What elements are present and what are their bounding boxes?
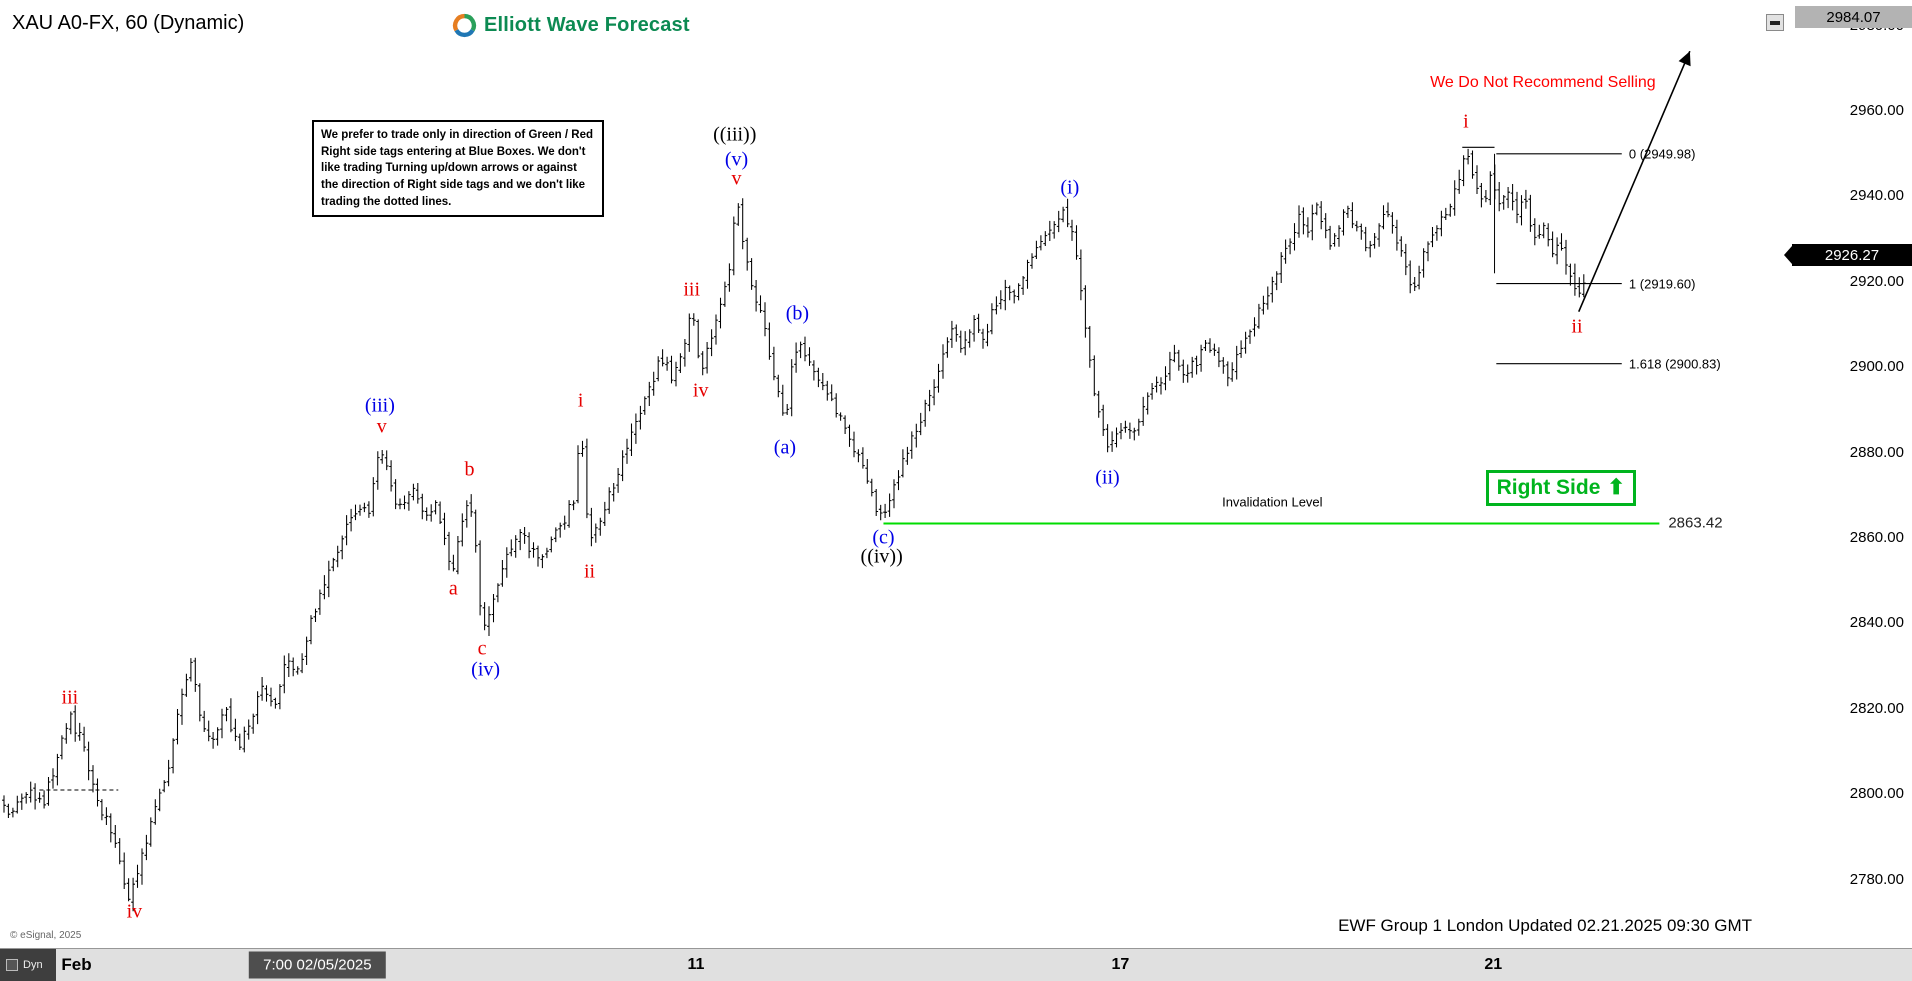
- copyright: © eSignal, 2025: [10, 930, 82, 941]
- price-tick: 2780.00: [1849, 870, 1904, 888]
- fib-level-label: 1.618 (2900.83): [1628, 356, 1721, 372]
- time-label-21[interactable]: 21: [1484, 956, 1503, 973]
- wave-label-a: a: [448, 577, 458, 600]
- time-label-70002052025[interactable]: 7:00 02/05/2025: [249, 951, 386, 979]
- right-side-tag[interactable]: Right Side ⬆: [1485, 469, 1637, 507]
- time-label-11[interactable]: 11: [687, 956, 705, 973]
- time-axis[interactable]: Dyn Feb 7:00 02/05/2025 11 17 21: [0, 948, 1912, 981]
- wave-label-iii: (iii): [364, 394, 395, 417]
- price-tick: 2920.00: [1849, 272, 1904, 290]
- minimize-icon: [1770, 20, 1780, 25]
- wave-label-i: (i): [1060, 176, 1080, 199]
- price-tick: 2860.00: [1849, 529, 1904, 547]
- wave-label-iii: ((iii)): [713, 123, 757, 145]
- ewf-logo: Elliott Wave Forecast: [452, 13, 690, 38]
- time-label-Feb[interactable]: Feb: [61, 955, 92, 974]
- footer-note: EWF Group 1 London Updated 02.21.2025 09…: [1338, 916, 1752, 935]
- no-sell-note: We Do Not Recommend Selling: [1430, 74, 1656, 92]
- symbol-title: XAU A0-FX, 60 (Dynamic): [12, 12, 245, 34]
- price-tick: 2940.00: [1849, 187, 1904, 205]
- price-tick: 2820.00: [1849, 699, 1904, 717]
- wave-label-v: (v): [724, 148, 749, 171]
- chart-canvas[interactable]: XAU A0-FX, 60 (Dynamic) Elliott Wave For…: [0, 0, 1792, 948]
- price-tick: 2900.00: [1849, 358, 1904, 376]
- price-tick: 2800.00: [1849, 785, 1904, 803]
- invalidation-level-label: Invalidation Level: [1222, 494, 1323, 510]
- wave-label-ii: ii: [1571, 315, 1583, 338]
- wave-label-i: i: [577, 389, 584, 412]
- wave-label-ii: (ii): [1095, 466, 1120, 489]
- price-axis[interactable]: 2984.07 2926.27 2980.002960.002940.00292…: [1784, 0, 1912, 948]
- wave-label-iv: iv: [126, 900, 143, 923]
- wave-label-c: c: [477, 637, 487, 660]
- ewf-logo-text: Elliott Wave Forecast: [484, 14, 690, 36]
- current-price-box: 2926.27: [1784, 244, 1912, 267]
- wave-label-i: i: [1463, 110, 1469, 133]
- wave-label-v: v: [731, 167, 742, 190]
- chart-mini-icon: [6, 959, 18, 971]
- price-high-box: 2984.07: [1795, 6, 1912, 28]
- price-marker-notch-icon: [1784, 246, 1792, 265]
- price-bars-path: [2, 148, 1586, 912]
- wave-label-iv: ((iv)): [860, 545, 903, 568]
- up-arrow-icon: ⬆: [1607, 475, 1626, 499]
- price-tick: 2840.00: [1849, 614, 1904, 632]
- disclaimer-box: We prefer to trade only in direction of …: [312, 120, 604, 218]
- right-side-label: Right Side: [1496, 475, 1601, 499]
- wave-label-ii: ii: [584, 560, 596, 583]
- current-price-value: 2926.27: [1824, 246, 1880, 264]
- wave-label-a: (a): [773, 436, 796, 459]
- wave-label-v: v: [376, 415, 387, 438]
- price-tick: 2880.00: [1849, 443, 1904, 461]
- time-label-17[interactable]: 17: [1111, 956, 1130, 973]
- wave-label-b: b: [464, 458, 475, 481]
- ewf-logo-icon: [452, 13, 477, 38]
- projection-arrow-head: [1678, 51, 1691, 67]
- invalidation-level-value: 2863.42: [1668, 514, 1723, 532]
- price-bars-svg: [2, 50, 1691, 912]
- dyn-tab[interactable]: Dyn: [0, 949, 56, 981]
- fib-level-label: 0 (2949.98): [1628, 146, 1696, 162]
- wave-label-iv: (iv): [471, 658, 501, 681]
- price-tick: 2960.00: [1849, 102, 1904, 120]
- dyn-label: Dyn: [23, 959, 43, 971]
- collapse-axis-button[interactable]: [1766, 14, 1784, 31]
- wave-label-iii: iii: [683, 278, 701, 301]
- wave-label-b: (b): [785, 302, 810, 325]
- wave-label-iii: iii: [61, 686, 79, 709]
- fib-level-label: 1 (2919.60): [1628, 276, 1696, 292]
- wave-label-c: (c): [872, 526, 895, 549]
- wave-label-iv: iv: [692, 379, 709, 402]
- projection-arrow-line[interactable]: [1578, 50, 1691, 313]
